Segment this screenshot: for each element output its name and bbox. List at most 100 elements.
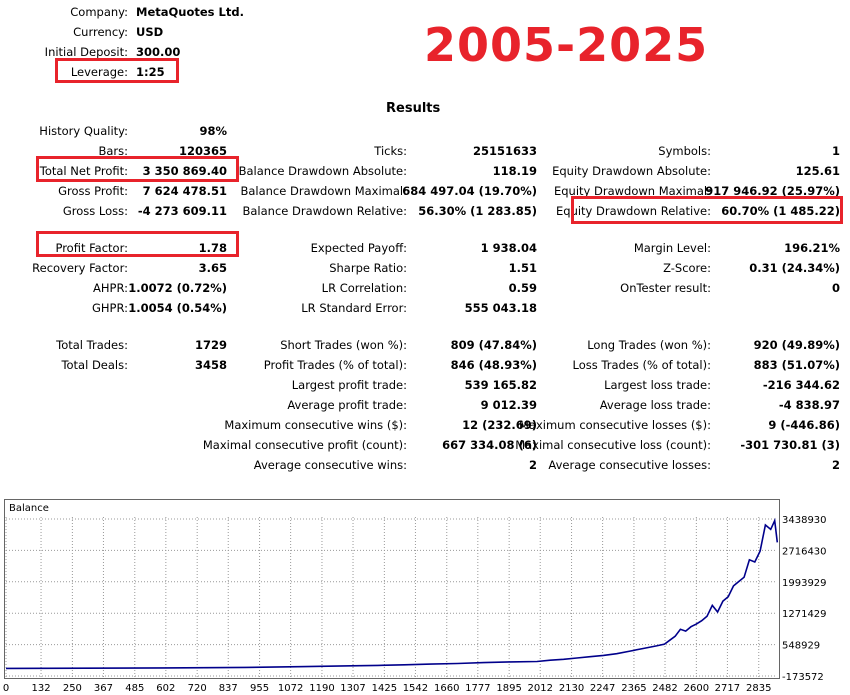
col2-label-2: Balance Drawdown Maximal: — [240, 184, 407, 198]
col1-label-10: Total Deals: — [61, 358, 128, 372]
balance-chart-svg: 3438930 2716430 1993929 1271429 548929 -17357… — [3, 515, 827, 694]
highlight-box-leverage — [55, 58, 179, 83]
leverage-value: 1:25 — [136, 65, 165, 79]
col3-label-1: Equity Drawdown Absolute: — [552, 164, 711, 178]
col3-value-4: 196.21% — [784, 241, 840, 255]
col3-value-0: 1 — [831, 144, 840, 158]
col1-label-1: Bars: — [98, 144, 128, 158]
col2-value-5: 1.51 — [508, 261, 537, 275]
col2-label-0: Ticks: — [374, 144, 407, 158]
x-tick-label: 1072 — [278, 683, 303, 694]
chart-title: Balance — [9, 503, 49, 514]
col2-value-6: 0.59 — [508, 281, 537, 295]
col3-value-3: 60.70% (1 485.22) — [721, 204, 840, 218]
col3-label-7: Long Trades (won %): — [587, 338, 711, 352]
results-title: Results — [386, 101, 441, 116]
col3-value-7: 920 (49.89%) — [753, 338, 840, 352]
x-tick-label: 2835 — [746, 683, 771, 694]
currency-value: USD — [136, 25, 164, 39]
col1-value-3: 7 624 478.51 — [142, 184, 227, 198]
col2-value-0: 25151633 — [472, 144, 537, 158]
leverage-label: Leverage: — [70, 65, 128, 79]
col3-value-11: 9 (-446.86) — [768, 418, 840, 432]
x-tick-label: 2365 — [621, 683, 646, 694]
x-tick-label: 2600 — [684, 683, 709, 694]
x-tick-label: 2012 — [527, 683, 552, 694]
highlight-box-equity-dd-relative — [571, 196, 843, 224]
col2-value-11: 9 012.39 — [480, 398, 537, 412]
col1-value-4: -4 273 609.11 — [137, 204, 227, 218]
x-tick-label: 1777 — [465, 683, 490, 694]
col3-label-9: Largest loss trade: — [604, 378, 711, 392]
currency-label: Currency: — [73, 25, 128, 39]
col3-value-10: -4 838.97 — [778, 398, 840, 412]
x-tick-label: 2482 — [652, 683, 677, 694]
highlight-box-profit-factor — [36, 231, 239, 257]
x-tick-label: 2717 — [715, 683, 740, 694]
col2-label-3: Balance Drawdown Relative: — [242, 204, 408, 218]
y-tick-label: -173572 — [782, 672, 824, 683]
col2-label-10: Largest profit trade: — [291, 378, 407, 392]
col1-label-8: GHPR: — [91, 301, 128, 315]
y-tick-label: 3438930 — [782, 515, 827, 526]
x-tick-label: 2130 — [559, 683, 584, 694]
x-tick-label: 132 — [32, 683, 51, 694]
col1-value-10: 3458 — [194, 358, 227, 372]
y-tick-label: 548929 — [782, 641, 820, 652]
col3-label-2: Equity Drawdown Maximal: — [553, 184, 711, 198]
col2-label-5: Sharpe Ratio: — [329, 261, 407, 275]
col2-value-1: 118.19 — [492, 164, 537, 178]
col2-value-9: 846 (48.93%) — [450, 358, 537, 372]
col3-value-13: 2 — [831, 458, 840, 472]
x-tick-label: 837 — [219, 683, 238, 694]
x-tick-label: 720 — [188, 683, 207, 694]
y-tick-label: 1993929 — [782, 578, 827, 589]
col2-label-14: Average consecutive wins: — [253, 458, 407, 472]
col3-label-10: Average loss trade: — [599, 398, 711, 412]
y-tick-label: 1271429 — [782, 609, 827, 620]
col1-label-2: Total Net Profit: — [39, 164, 128, 178]
x-tick-label: 485 — [125, 683, 144, 694]
col1-label-6: Recovery Factor: — [32, 261, 128, 275]
x-tick-label: 602 — [156, 683, 175, 694]
col2-value-4: 1 938.04 — [480, 241, 537, 255]
col3-label-0: Symbols: — [658, 144, 711, 158]
col2-value-13: 667 334.08 (6) — [442, 438, 537, 452]
col2-label-4: Expected Payoff: — [310, 241, 407, 255]
col3-value-2: 917 946.92 (25.97%) — [705, 184, 840, 198]
col1-value-8: 1.0054 (0.54%) — [128, 301, 227, 315]
col2-value-12: 12 (232.69) — [462, 418, 537, 432]
col2-label-9: Profit Trades (% of total): — [263, 358, 407, 372]
col3-value-12: -301 730.81 (3) — [740, 438, 840, 452]
col3-label-6: OnTester result: — [620, 281, 711, 295]
x-tick-label: 1425 — [372, 683, 397, 694]
x-tick-label: 1895 — [496, 683, 521, 694]
col1-label-3: Gross Profit: — [58, 184, 128, 198]
col3-value-9: -216 344.62 — [762, 378, 840, 392]
x-tick-label: 955 — [250, 683, 269, 694]
col1-label-5: Profit Factor: — [55, 241, 128, 255]
col3-label-4: Margin Level: — [633, 241, 711, 255]
col3-label-3: Equity Drawdown Relative: — [556, 204, 711, 218]
x-tick-label: 0 — [3, 683, 9, 694]
col2-label-12: Maximum consecutive wins ($): — [224, 418, 407, 432]
col2-label-11: Average profit trade: — [287, 398, 407, 412]
x-tick-label: 1660 — [434, 683, 459, 694]
col1-value-1: 120365 — [178, 144, 227, 158]
col3-value-8: 883 (51.07%) — [753, 358, 840, 372]
col1-value-0: 98% — [199, 124, 227, 138]
col2-label-7: LR Standard Error: — [301, 301, 407, 315]
company-value: MetaQuotes Ltd. — [136, 5, 244, 19]
col2-value-7: 555 043.18 — [464, 301, 537, 315]
x-tick-label: 2247 — [590, 683, 615, 694]
x-tick-label: 250 — [63, 683, 82, 694]
highlight-box-net-profit — [36, 156, 239, 182]
col3-label-13: Average consecutive losses: — [548, 458, 711, 472]
col2-value-8: 809 (47.84%) — [450, 338, 537, 352]
col1-label-4: Gross Loss: — [62, 204, 128, 218]
col2-label-1: Balance Drawdown Absolute: — [238, 164, 407, 178]
col3-value-6: 0 — [831, 281, 840, 295]
x-tick-label: 1542 — [403, 683, 428, 694]
company-label: Company: — [70, 5, 128, 19]
x-tick-label: 1307 — [340, 683, 365, 694]
